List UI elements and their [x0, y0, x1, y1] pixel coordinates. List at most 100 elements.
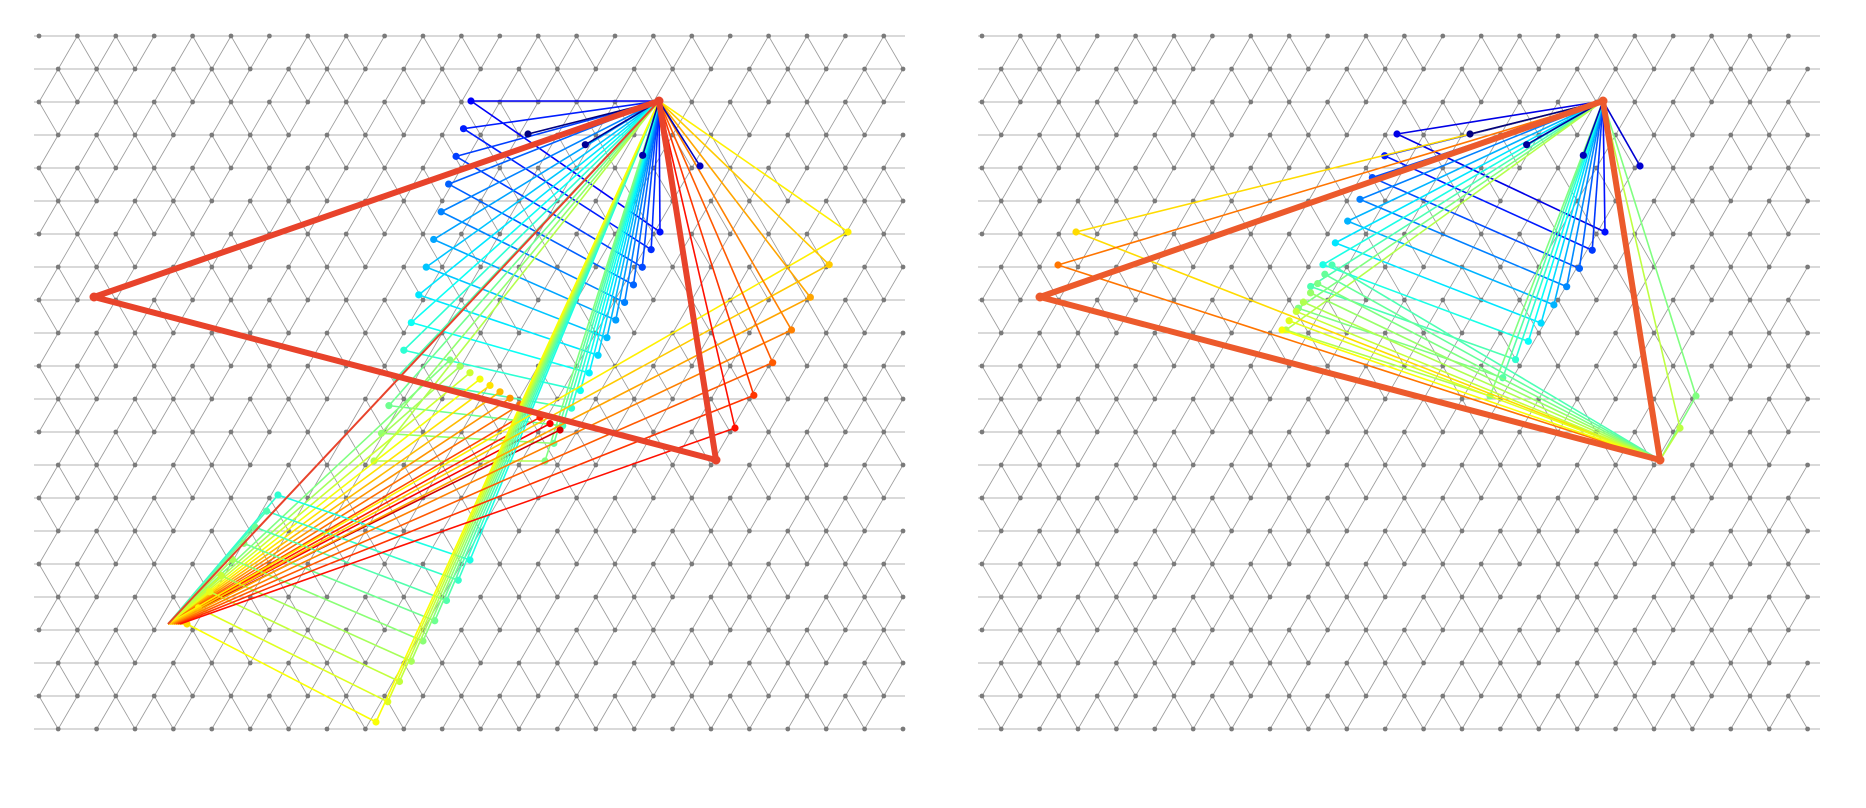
right-grid-edge	[1116, 431, 1136, 466]
right-grid-node	[1325, 99, 1330, 105]
left-grid-edge	[576, 101, 597, 136]
left-grid-edge	[653, 596, 673, 631]
right-grid-node	[1478, 693, 1484, 699]
right-grid-node	[1306, 660, 1311, 666]
left-grid-edge	[845, 563, 865, 598]
left-grid-node	[651, 693, 656, 699]
left-grid-node	[324, 198, 330, 204]
right-grid-node	[998, 66, 1004, 72]
right-lower-point	[1321, 270, 1329, 278]
right-grid-edge	[1672, 530, 1693, 565]
left-grid-edge	[77, 464, 97, 499]
left-grid-edge	[768, 68, 789, 103]
right-grid-edge	[1096, 662, 1117, 697]
right-grid-edge	[1231, 629, 1252, 664]
right-grid-edge	[1500, 35, 1520, 70]
right-grid-node	[1210, 363, 1215, 369]
left-grid-node	[862, 330, 867, 336]
left-grid-node	[190, 165, 196, 171]
right-grid-edge	[1404, 662, 1424, 697]
right-grid-node	[1421, 660, 1426, 666]
left-grid-edge	[595, 497, 616, 532]
right-grid-edge	[1135, 35, 1156, 70]
left-grid-node	[190, 561, 196, 567]
right-grid-edge	[1039, 233, 1060, 268]
left-grid-edge	[825, 332, 846, 367]
left-grid-edge	[480, 398, 501, 433]
right-grid-node	[1670, 627, 1676, 633]
left-grid-node	[497, 693, 503, 699]
right-grid-node	[1344, 528, 1350, 534]
left-grid-edge	[57, 662, 78, 697]
left-grid-edge	[768, 563, 789, 598]
right-grid-edge	[1749, 431, 1770, 466]
right-dark-point	[1636, 162, 1644, 170]
right-grid-edge	[1058, 266, 1079, 301]
right-grid-edge	[1269, 101, 1290, 136]
left-grid-node	[305, 231, 311, 237]
left-grid-node	[113, 495, 119, 501]
right-grid-edge	[1596, 233, 1616, 268]
right-grid-node	[1421, 726, 1426, 732]
left-grid-node	[823, 132, 829, 138]
right-upper-link	[1335, 242, 1542, 324]
left-upper-point	[452, 152, 460, 160]
right-grid-edge	[1480, 629, 1501, 664]
right-grid-edge	[1711, 530, 1732, 565]
right-grid-node	[1229, 462, 1234, 468]
right-grid-edge	[1250, 563, 1271, 598]
left-grid-edge	[441, 134, 462, 169]
right-grid-edge	[1596, 596, 1616, 631]
left-grid-edge	[576, 695, 597, 730]
left-grid-node	[286, 726, 291, 732]
right-grid-edge	[1231, 101, 1252, 136]
right-grid-node	[1344, 660, 1350, 666]
right-grid-node	[998, 132, 1004, 138]
left-grid-edge	[461, 101, 481, 136]
left-mid-ray	[167, 359, 451, 625]
left-grid-edge	[230, 431, 251, 466]
left-grid-edge	[787, 134, 808, 169]
left-grid-edge	[806, 431, 827, 466]
right-grid-edge	[1020, 596, 1040, 631]
left-grid-node	[420, 231, 426, 237]
right-grid-node	[1037, 198, 1042, 204]
left-grid-edge	[365, 563, 385, 598]
left-grid-node	[823, 528, 829, 534]
right-grid-edge	[1634, 530, 1655, 565]
left-grid-edge	[499, 68, 520, 103]
left-grid-node	[151, 429, 157, 435]
left-grid-edge	[576, 662, 597, 697]
right-grid-edge	[1749, 233, 1770, 268]
left-grid-node	[843, 99, 848, 105]
right-grid-edge	[1288, 431, 1309, 466]
right-grid-node	[1133, 297, 1138, 303]
right-grid-node	[1114, 726, 1119, 732]
left-grid-node	[324, 396, 330, 402]
left-grid-edge	[806, 662, 827, 697]
left-grid-edge	[192, 629, 213, 664]
right-grid-edge	[1173, 497, 1194, 532]
left-grid-edge	[461, 35, 481, 70]
right-grid-edge	[1384, 101, 1405, 136]
left-grid-edge	[211, 68, 232, 103]
right-grid-node	[1632, 561, 1638, 567]
right-upper-inner-point	[1524, 337, 1532, 345]
right-grid-edge	[1077, 299, 1098, 334]
right-grid-edge	[1653, 101, 1674, 136]
right-grid-node	[1613, 660, 1618, 666]
right-grid-edge	[1135, 266, 1156, 301]
right-grid-node	[1248, 627, 1254, 633]
left-grid-node	[171, 396, 176, 402]
right-grid-node	[1094, 99, 1100, 105]
left-grid-edge	[57, 464, 78, 499]
left-grid-edge	[614, 464, 635, 499]
left-grid-node	[132, 594, 138, 600]
left-grid-edge	[269, 167, 289, 202]
left-grid-node	[363, 594, 368, 600]
right-grid-edge	[1000, 35, 1021, 70]
left-grid-node	[593, 660, 599, 666]
right-upper-inner-ray	[1565, 100, 1604, 287]
right-upper-link	[1322, 263, 1529, 343]
left-upper-inner-point	[585, 369, 593, 377]
